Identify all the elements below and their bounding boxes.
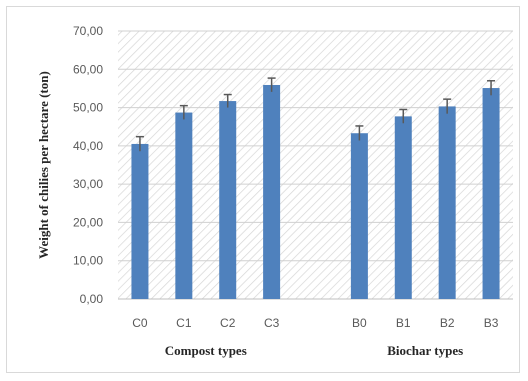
y-tick-label: 50,00 bbox=[73, 101, 103, 115]
y-axis-title: Weight of chilies per hectare (ton) bbox=[36, 71, 51, 259]
x-tick-label: B0 bbox=[352, 316, 367, 330]
bar bbox=[131, 143, 149, 299]
bar bbox=[438, 106, 456, 300]
bar bbox=[350, 133, 368, 299]
y-tick-label: 70,00 bbox=[73, 24, 103, 38]
y-tick-label: 20,00 bbox=[73, 215, 103, 229]
x-tick-label: C2 bbox=[220, 316, 236, 330]
y-tick-label: 30,00 bbox=[73, 177, 103, 191]
bars bbox=[131, 77, 500, 300]
y-tick-label: 40,00 bbox=[73, 139, 103, 153]
bar bbox=[482, 88, 500, 299]
x-tick-label: B3 bbox=[484, 316, 499, 330]
x-tick-label: C0 bbox=[132, 316, 148, 330]
y-tick-label: 0,00 bbox=[80, 292, 104, 306]
x-tick-label: C1 bbox=[176, 316, 192, 330]
bar bbox=[219, 101, 237, 299]
y-tick-labels: 0,00 10,00 20,00 30,00 40,00 50,00 60,00 70,00 bbox=[73, 24, 103, 306]
y-tick-label: 60,00 bbox=[73, 62, 103, 76]
x-tick-label: B2 bbox=[440, 316, 455, 330]
y-tick-label: 10,00 bbox=[73, 254, 103, 268]
group-label: Compost types bbox=[165, 343, 247, 358]
x-tick-label: B1 bbox=[396, 316, 411, 330]
group-label: Biochar types bbox=[387, 343, 463, 358]
x-tick-labels: C0 C1 C2 C3 B0 B1 B2 B3 bbox=[132, 316, 498, 330]
x-tick-label: C3 bbox=[264, 316, 280, 330]
bar bbox=[394, 116, 412, 300]
group-labels: Compost types Biochar types bbox=[165, 343, 463, 358]
bar bbox=[263, 84, 281, 300]
bar bbox=[175, 112, 193, 299]
